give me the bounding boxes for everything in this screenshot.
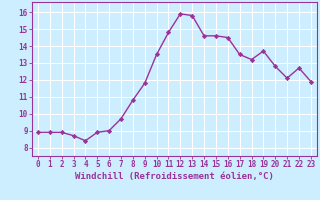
X-axis label: Windchill (Refroidissement éolien,°C): Windchill (Refroidissement éolien,°C) bbox=[75, 172, 274, 181]
